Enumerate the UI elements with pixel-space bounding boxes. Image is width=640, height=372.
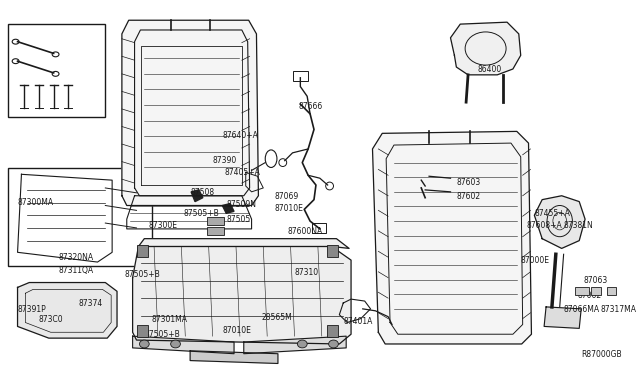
- Text: 87317MA: 87317MA: [601, 305, 637, 314]
- Bar: [207, 227, 224, 235]
- Polygon shape: [138, 239, 349, 248]
- Text: 87505+B: 87505+B: [183, 209, 219, 218]
- Bar: [136, 246, 148, 257]
- Text: 87010E: 87010E: [222, 326, 252, 336]
- Polygon shape: [372, 131, 531, 344]
- Ellipse shape: [328, 340, 339, 348]
- Bar: [591, 288, 601, 295]
- Polygon shape: [191, 190, 203, 202]
- Text: 87301MA: 87301MA: [151, 315, 187, 324]
- Polygon shape: [17, 283, 117, 338]
- Polygon shape: [451, 22, 521, 75]
- Bar: [207, 217, 224, 225]
- Ellipse shape: [171, 340, 180, 348]
- Bar: [8, 24, 106, 117]
- Bar: [575, 288, 589, 295]
- Bar: [8, 169, 152, 266]
- Text: 28565M: 28565M: [261, 313, 292, 322]
- Bar: [607, 288, 616, 295]
- Text: 87066MA: 87066MA: [564, 305, 600, 314]
- Text: 87063: 87063: [583, 276, 607, 285]
- Text: 86400: 86400: [478, 65, 502, 74]
- Text: 873C0: 873C0: [38, 315, 63, 324]
- Text: 87508: 87508: [190, 188, 214, 197]
- Bar: [136, 326, 148, 337]
- Bar: [326, 246, 339, 257]
- Text: 87062: 87062: [577, 291, 602, 300]
- Text: 87608+A: 87608+A: [527, 221, 563, 230]
- Text: 87405+A: 87405+A: [224, 169, 260, 177]
- Bar: [292, 71, 308, 81]
- Text: 87603: 87603: [456, 178, 481, 187]
- Text: 87505+B: 87505+B: [144, 330, 180, 339]
- Text: 87010E: 87010E: [275, 203, 304, 212]
- Text: 87401A: 87401A: [343, 317, 372, 326]
- Text: 87505: 87505: [226, 215, 250, 224]
- Text: 87310: 87310: [294, 268, 319, 277]
- Text: 87509N: 87509N: [226, 200, 256, 209]
- Text: 87381N: 87381N: [564, 221, 593, 230]
- Text: 87311QA: 87311QA: [58, 266, 93, 275]
- Text: 87640+A: 87640+A: [222, 131, 258, 140]
- Polygon shape: [132, 336, 234, 354]
- Ellipse shape: [298, 340, 307, 348]
- Polygon shape: [222, 203, 234, 213]
- Text: 87602: 87602: [456, 192, 481, 201]
- Text: 87320NA: 87320NA: [58, 253, 93, 262]
- Ellipse shape: [140, 340, 149, 348]
- Text: 87300E: 87300E: [148, 221, 177, 230]
- Text: 87390: 87390: [212, 156, 237, 165]
- Polygon shape: [544, 307, 581, 328]
- Bar: [326, 326, 339, 337]
- Text: 87300MA: 87300MA: [17, 198, 54, 207]
- Bar: [312, 223, 326, 233]
- Text: 87000E: 87000E: [521, 256, 550, 265]
- Polygon shape: [132, 247, 351, 344]
- Text: R87000GB: R87000GB: [581, 350, 622, 359]
- Polygon shape: [122, 20, 259, 205]
- Text: 87374: 87374: [78, 299, 102, 308]
- Text: 87391P: 87391P: [17, 305, 46, 314]
- Text: 87455+A: 87455+A: [534, 209, 570, 218]
- Polygon shape: [534, 196, 585, 248]
- Text: 87666: 87666: [298, 102, 323, 111]
- Text: 87069: 87069: [275, 192, 300, 201]
- Text: 87600NA: 87600NA: [287, 227, 323, 236]
- Text: 87505+B: 87505+B: [125, 270, 161, 279]
- Polygon shape: [244, 336, 346, 354]
- Polygon shape: [190, 351, 278, 363]
